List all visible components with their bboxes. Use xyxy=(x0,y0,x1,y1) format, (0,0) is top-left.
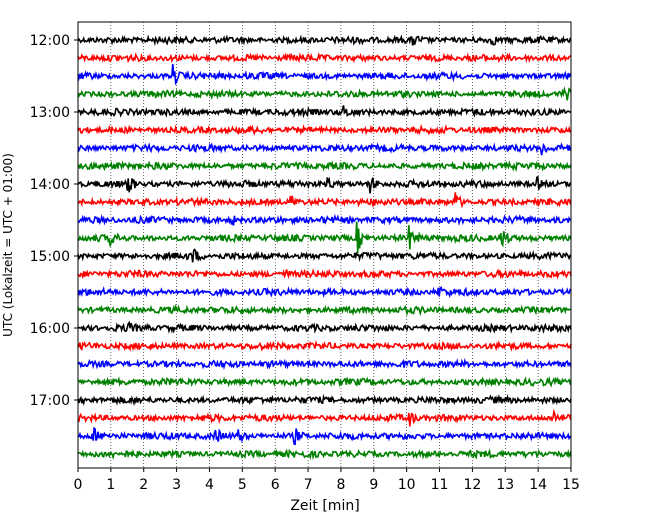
x-tick-label: 12 xyxy=(463,477,481,493)
seismogram-traces xyxy=(77,34,572,461)
trace-1630 xyxy=(77,357,572,371)
x-tick-label: 6 xyxy=(271,477,280,493)
x-axis-label: Zeit [min] xyxy=(290,498,359,514)
x-tick-label: 14 xyxy=(529,477,547,493)
trace-1245 xyxy=(77,86,572,101)
x-tick-label: 8 xyxy=(336,477,345,493)
x-tick-label: 13 xyxy=(496,477,514,493)
y-tick-label: 12:00 xyxy=(30,33,70,49)
trace-1315 xyxy=(77,123,572,136)
y-tick-label: 13:00 xyxy=(30,105,70,121)
y-axis-ticks: 12:00 13:00 14:00 15:00 16:00 17:00 xyxy=(30,33,78,409)
x-tick-label: 15 xyxy=(562,477,580,493)
x-tick-label: 3 xyxy=(172,477,181,493)
trace-1700 xyxy=(77,393,572,407)
trace-1430 xyxy=(77,213,572,227)
trace-1515 xyxy=(77,268,572,280)
y-tick-label: 17:00 xyxy=(30,393,70,409)
plot-background xyxy=(78,22,571,468)
trace-1645 xyxy=(77,375,572,388)
y-tick-label: 16:00 xyxy=(30,321,70,337)
trace-1230 xyxy=(77,63,572,86)
trace-1500 xyxy=(77,248,572,263)
trace-1445 xyxy=(77,221,572,254)
trace-1600 xyxy=(77,320,572,334)
x-axis-ticks: 0 1 2 3 4 5 6 7 8 9 10 11 12 13 14 15 xyxy=(74,468,580,493)
x-tick-label: 4 xyxy=(205,477,214,493)
trace-1615 xyxy=(77,340,572,353)
trace-1300 xyxy=(77,105,572,119)
y-axis-label: UTC (Lokalzeit = UTC + 01:00) xyxy=(1,153,15,337)
trace-1545 xyxy=(77,303,572,317)
y-tick-label: 14:00 xyxy=(30,177,70,193)
x-tick-label: 7 xyxy=(304,477,313,493)
plot-frame xyxy=(77,21,572,469)
trace-1200 xyxy=(77,34,572,47)
x-tick-label: 10 xyxy=(398,477,416,493)
trace-1345 xyxy=(77,160,572,172)
x-tick-label: 9 xyxy=(369,477,378,493)
x-tick-label: 0 xyxy=(74,477,83,493)
trace-1715 xyxy=(77,408,572,427)
x-tick-label: 11 xyxy=(431,477,449,493)
x-tick-label: 1 xyxy=(106,477,115,493)
trace-1330 xyxy=(77,142,572,156)
trace-1400 xyxy=(77,175,572,194)
trace-1415 xyxy=(77,192,572,209)
trace-1730 xyxy=(77,426,572,446)
trace-1745 xyxy=(77,448,572,461)
x-tick-label: 2 xyxy=(139,477,148,493)
trace-1215 xyxy=(77,52,572,64)
y-tick-label: 15:00 xyxy=(30,249,70,265)
x-tick-label: 5 xyxy=(238,477,247,493)
trace-1530 xyxy=(77,285,572,299)
